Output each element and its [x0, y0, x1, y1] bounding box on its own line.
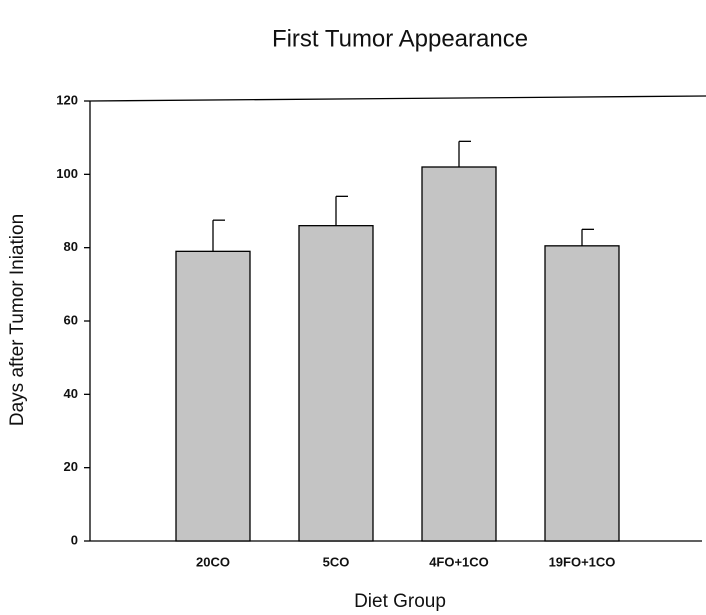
- y-tick-label: 40: [64, 386, 78, 401]
- y-tick-label: 100: [56, 166, 78, 181]
- y-tick-label: 0: [71, 532, 78, 547]
- x-axis-label: Diet Group: [354, 591, 446, 612]
- x-tick-label: 20CO: [196, 554, 230, 569]
- y-tick-label: 120: [56, 92, 78, 107]
- plot-top-border: [89, 95, 706, 102]
- y-tick-label: 20: [64, 459, 78, 474]
- y-tick-label: 60: [64, 312, 78, 327]
- bar: [421, 166, 497, 542]
- x-tick-label: 19FO+1CO: [549, 554, 616, 569]
- y-tick-label: 80: [64, 239, 78, 254]
- bar: [175, 250, 251, 542]
- bar: [544, 245, 620, 542]
- chart-title: First Tumor Appearance: [272, 25, 528, 52]
- x-tick-label: 4FO+1CO: [429, 554, 489, 569]
- x-tick-label: 5CO: [323, 554, 350, 569]
- bar: [298, 225, 374, 542]
- y-axis-label: Days after Tumor Iniation: [7, 214, 28, 426]
